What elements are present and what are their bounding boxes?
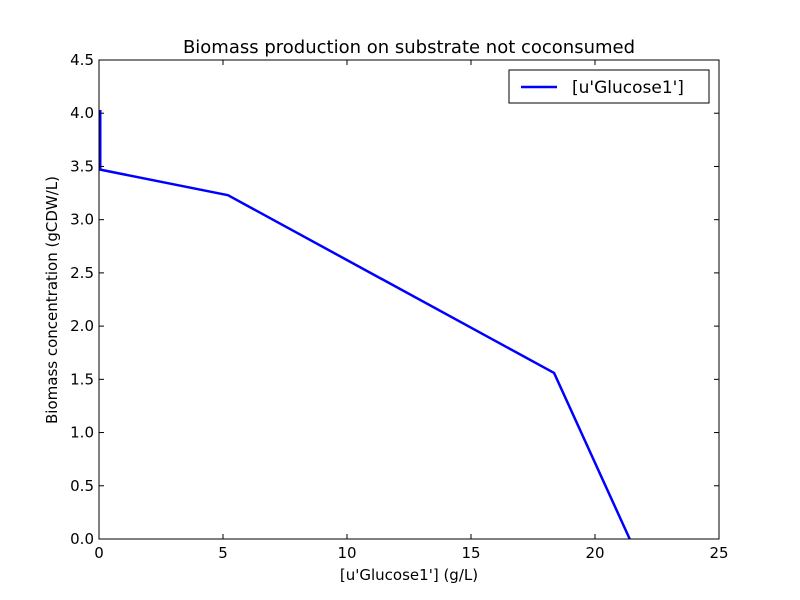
x-tick-label: 0 xyxy=(94,544,104,562)
y-tick-label: 3.5 xyxy=(70,157,94,175)
y-tick-label: 4.5 xyxy=(70,51,94,69)
x-tick-label: 20 xyxy=(585,544,604,562)
series-layer xyxy=(98,110,631,540)
plot-area: 0 5 10 15 20 25 0.0 0.5 1.0 1.5 2.0 2.5 3.0 3.5 4.0 4.5 xyxy=(70,51,728,562)
x-tick-label: 25 xyxy=(709,544,728,562)
x-tick-label: 10 xyxy=(337,544,356,562)
y-tick-label: 0.0 xyxy=(70,530,94,548)
plot-background xyxy=(99,60,719,539)
plot-frame xyxy=(98,59,720,540)
y-tick-label: 1.0 xyxy=(70,424,94,442)
series-line-0 xyxy=(98,110,631,540)
x-axis-label: [u'Glucose1'] (g/L) xyxy=(340,566,478,584)
x-tick-label: 15 xyxy=(461,544,480,562)
y-axis-label: Biomass concentration (gCDW/L) xyxy=(43,176,61,424)
y-tick-label: 2.0 xyxy=(70,317,94,335)
legend-label: [u'Glucose1'] xyxy=(572,78,684,98)
x-tick-label: 5 xyxy=(218,544,228,562)
y-tick-label: 0.5 xyxy=(70,477,94,495)
y-tick-label: 3.0 xyxy=(70,211,94,229)
y-tick-label: 1.5 xyxy=(70,370,94,388)
y-tick-label: 4.0 xyxy=(70,104,94,122)
ticks-layer: 0 5 10 15 20 25 0.0 0.5 1.0 1.5 2.0 2.5 3.0 3.5 4.0 4.5 xyxy=(70,51,728,562)
y-tick-label: 2.5 xyxy=(70,264,94,282)
chart-title: Biomass production on substrate not coco… xyxy=(183,37,635,58)
legend: [u'Glucose1'] xyxy=(508,69,710,104)
